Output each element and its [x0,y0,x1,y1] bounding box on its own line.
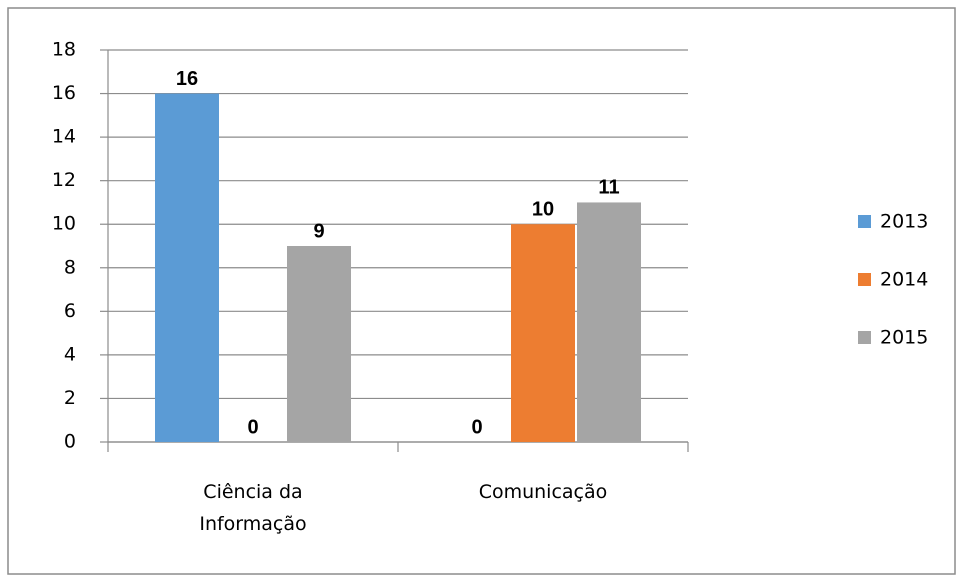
y-tick-label: 10 [52,213,76,235]
x-tick-label-box: Ciência da Informação [199,481,307,535]
y-tick-label: 0 [64,431,76,453]
data-label: 9 [313,220,324,242]
legend-swatch [858,331,871,344]
bar [511,224,575,442]
data-label: 10 [532,199,554,221]
y-tick-label: 14 [52,126,76,148]
x-tick-label: Ciência da Informação [199,481,307,535]
legend-label: 2015 [880,327,928,349]
data-label: 11 [598,177,619,199]
y-tick-label: 12 [52,169,76,191]
bar [155,93,219,443]
data-label: 0 [471,416,482,438]
bar [287,246,351,442]
data-label: 16 [176,68,198,90]
y-tick-label: 2 [64,387,76,409]
data-label: 0 [247,416,258,438]
legend-swatch [858,215,871,228]
legend-swatch [858,273,871,286]
y-tick-label: 18 [52,39,76,61]
y-tick-label: 16 [52,82,76,104]
y-tick-label: 8 [64,256,76,278]
bar [577,202,641,442]
legend-label: 2013 [880,211,928,233]
y-tick-label: 6 [64,300,76,322]
x-tick-label-box: Comunicação [478,481,608,503]
y-tick-label: 4 [64,343,76,365]
x-tick-label: Comunicação [478,481,608,503]
legend-label: 2014 [880,269,928,291]
